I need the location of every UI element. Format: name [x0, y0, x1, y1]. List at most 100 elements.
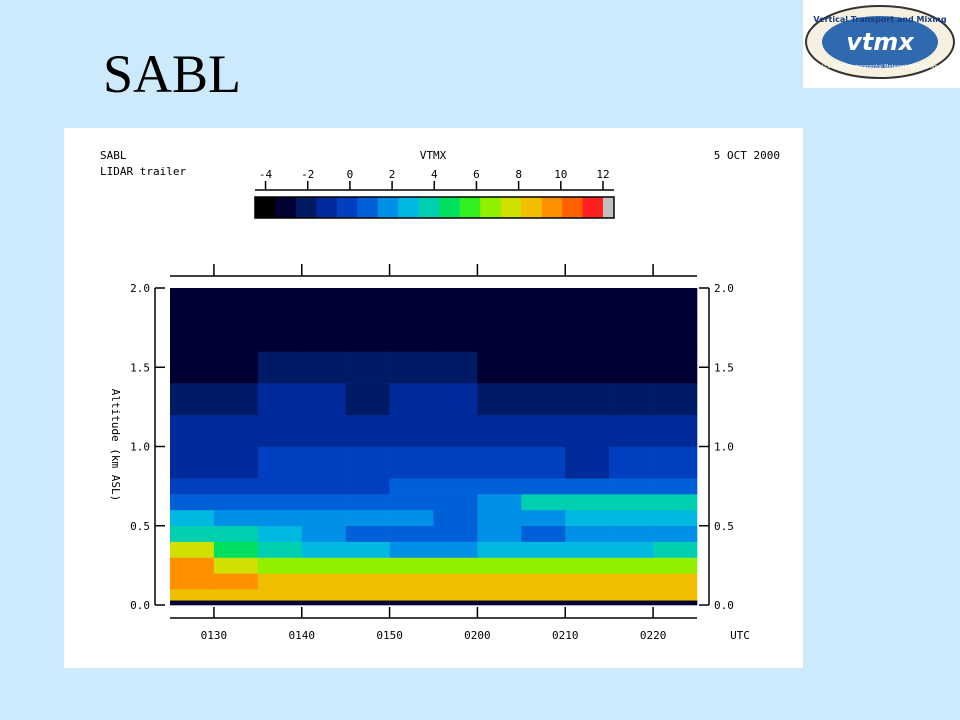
colorbar-tick-label: 6 [473, 168, 480, 181]
heatmap-cell [653, 414, 698, 447]
heatmap-cell [565, 383, 610, 416]
x-tick-label: 0200 [464, 629, 491, 642]
heatmap-cell [389, 557, 434, 574]
heatmap-cell [170, 478, 215, 495]
heatmap-cell [477, 319, 522, 352]
heatmap-cell [433, 557, 478, 574]
date-label: 5 OCT 2000 [714, 149, 780, 162]
heatmap-cell [301, 351, 346, 384]
heatmap-cell [345, 351, 390, 384]
heatmap-cell [477, 478, 522, 495]
heatmap-cell [345, 414, 390, 447]
colorbar-segment [336, 197, 358, 218]
heatmap-cell [345, 383, 390, 416]
colorbar-segment [541, 197, 563, 218]
colorbar-tick-label: 10 [554, 168, 567, 181]
heatmap-cell [609, 288, 654, 320]
heatmap-cell [257, 600, 303, 606]
heatmap-cell [213, 351, 259, 384]
heatmap-cell [389, 288, 434, 320]
heatmap-cell [609, 351, 654, 384]
heatmap-cell [521, 414, 566, 447]
heatmap-cell [213, 541, 259, 558]
heatmap-cell [433, 288, 478, 320]
heatmap-cell [213, 319, 259, 352]
heatmap-cell [389, 541, 434, 558]
colorbar-segment [500, 197, 522, 218]
heatmap-cell [213, 509, 259, 527]
heatmap-cell [213, 414, 259, 447]
heatmap-cell [477, 557, 522, 574]
heatmap-cell [521, 319, 566, 352]
heatmap-cell [653, 319, 698, 352]
heatmap-cell [521, 478, 566, 495]
heatmap-cell [345, 525, 390, 542]
heatmap-cell [433, 600, 478, 606]
y-tick-label: 0.5 [130, 520, 150, 533]
heatmap-cell [521, 446, 566, 479]
colorbar-segment [398, 197, 420, 218]
heatmap-cell [477, 600, 522, 606]
heatmap-cell [389, 525, 434, 542]
heatmap-cell [257, 589, 303, 601]
heatmap-cell [257, 319, 303, 352]
heatmap-cell [433, 383, 478, 416]
slide-title: SABL [103, 44, 241, 104]
heatmap-cell [301, 446, 346, 479]
heatmap-cell [389, 414, 434, 447]
heatmap-cell [345, 573, 390, 590]
heatmap-cell [389, 478, 434, 495]
heatmap-cell [389, 383, 434, 416]
heatmap-cell [389, 446, 434, 479]
heatmap-cell [653, 383, 698, 416]
heatmap-cell [565, 600, 610, 606]
heatmap-cell [345, 446, 390, 479]
heatmap-cell [301, 573, 346, 590]
heatmap-cell [301, 589, 346, 601]
heatmap-cell [433, 478, 478, 495]
colorbar-tick-label: 4 [431, 168, 438, 181]
x-tick-label: 0210 [552, 629, 579, 642]
heatmap-cell [477, 383, 522, 416]
heatmap-cell [521, 383, 566, 416]
heatmap-cell [257, 557, 303, 574]
heatmap-cell [565, 573, 610, 590]
y-tick-label: 2.0 [130, 282, 150, 295]
colorbar-segment [480, 197, 502, 218]
y-tick-label: 1.0 [130, 441, 150, 454]
heatmap-cell [389, 589, 434, 601]
heatmap-cell [257, 541, 303, 558]
heatmap-cell [213, 494, 259, 511]
heatmap-cell [433, 351, 478, 384]
heatmap-cell [389, 494, 434, 511]
heatmap-cell [170, 414, 215, 447]
heatmap-cell [521, 557, 566, 574]
heatmap-cell [345, 541, 390, 558]
heatmap-cell [257, 494, 303, 511]
heatmap-cell [389, 509, 434, 527]
y-tick-label: 0.0 [130, 599, 150, 612]
heatmap-cell [609, 525, 654, 542]
heatmap-cell [653, 589, 698, 601]
heatmap-cell [565, 541, 610, 558]
heatmap-cell [345, 478, 390, 495]
heatmap-cell [433, 494, 478, 511]
heatmap-cell [213, 288, 259, 320]
heatmap-cell [609, 600, 654, 606]
heatmap-cell [477, 509, 522, 527]
heatmap-cell [609, 383, 654, 416]
heatmap-cell [477, 288, 522, 320]
heatmap-cell [213, 589, 259, 601]
heatmap-cell [521, 494, 566, 511]
heatmap-cell [170, 288, 215, 320]
heatmap-cell [345, 288, 390, 320]
heatmap-cell [433, 573, 478, 590]
heatmap-cell [565, 351, 610, 384]
colorbar-segment [357, 197, 379, 218]
heatmap-cell [477, 414, 522, 447]
heatmap-cell [257, 288, 303, 320]
heatmap-cell [477, 446, 522, 479]
heatmap-cell [345, 600, 390, 606]
